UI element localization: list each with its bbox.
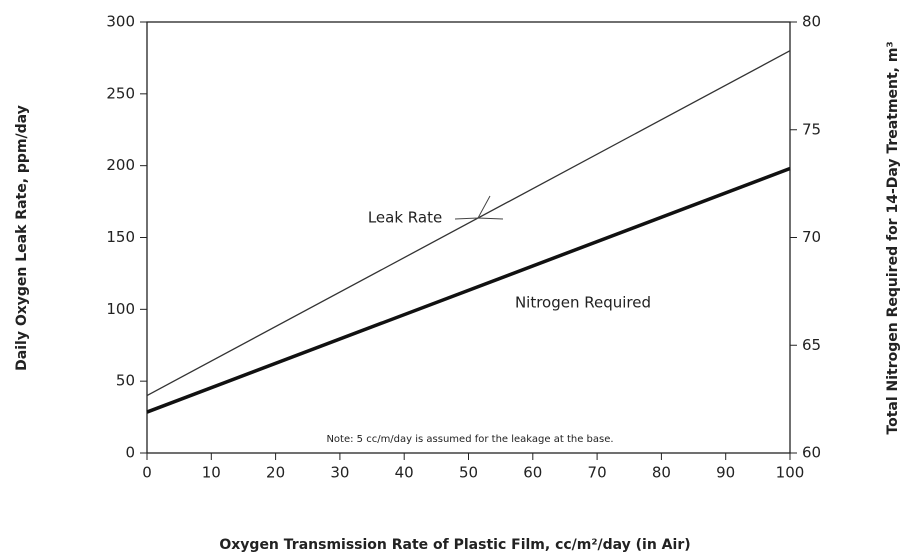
x-axis-label: Oxygen Transmission Rate of Plastic Film… bbox=[219, 537, 690, 553]
x-tick-label: 80 bbox=[652, 464, 671, 482]
x-tick-label: 10 bbox=[202, 464, 221, 482]
x-tick-label: 70 bbox=[588, 464, 607, 482]
plot-frame bbox=[146, 21, 791, 454]
y-tick-label: 100 bbox=[106, 300, 135, 318]
x-tick-label: 90 bbox=[716, 464, 735, 482]
y-axis-label: Daily Oxygen Leak Rate, ppm/day bbox=[14, 105, 30, 371]
x-tick-label: 100 bbox=[776, 464, 805, 482]
y-tick-label: 150 bbox=[106, 228, 135, 246]
x-tick-label: 30 bbox=[330, 464, 349, 482]
x-tick-label: 0 bbox=[142, 464, 152, 482]
y2-axis-label: Total Nitrogen Required for 14-Day Treat… bbox=[885, 41, 901, 434]
label-pointer bbox=[454, 195, 504, 220]
y2-tick-label: 75 bbox=[802, 120, 821, 138]
y2-tick-label: 65 bbox=[802, 336, 821, 354]
y-tick-label: 250 bbox=[106, 84, 135, 102]
x-tick-label: 40 bbox=[395, 464, 414, 482]
y-tick-label: 200 bbox=[106, 156, 135, 174]
series-label: Nitrogen Required bbox=[515, 294, 651, 312]
x-tick-label: 60 bbox=[523, 464, 542, 482]
series-line bbox=[146, 166, 791, 414]
y-tick-label: 300 bbox=[106, 13, 135, 31]
y-tick-label: 50 bbox=[116, 372, 135, 390]
note: Note: 5 cc/m/day is assumed for the leak… bbox=[326, 434, 613, 445]
series-line bbox=[146, 50, 791, 397]
y2-tick-label: 70 bbox=[802, 228, 821, 246]
series-label: Leak Rate bbox=[368, 209, 442, 227]
y2-tick-label: 60 bbox=[802, 444, 821, 462]
x-tick-label: 50 bbox=[459, 464, 478, 482]
x-tick-label: 20 bbox=[266, 464, 285, 482]
y2-tick-label: 80 bbox=[802, 13, 821, 31]
y-tick-label: 0 bbox=[125, 444, 135, 462]
